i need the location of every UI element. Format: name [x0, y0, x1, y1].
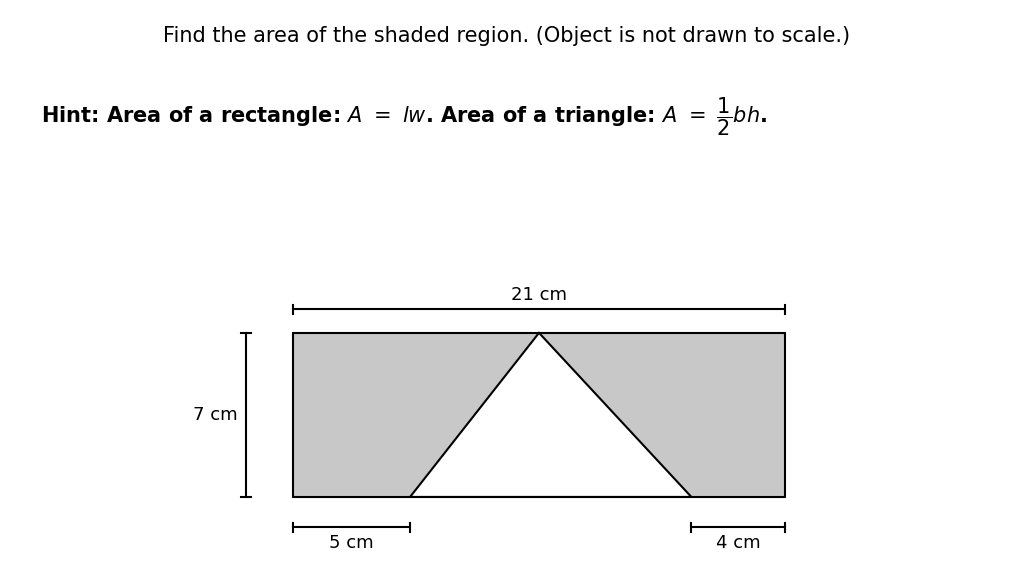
Text: Hint: Area of a rectangle: $\mathit{A}$ $=$ $\mathit{lw}$. Area of a triangle: $: Hint: Area of a rectangle: $\mathit{A}$ …: [41, 96, 767, 138]
Text: 7 cm: 7 cm: [194, 406, 238, 424]
Text: 5 cm: 5 cm: [330, 534, 374, 553]
Text: 21 cm: 21 cm: [511, 285, 567, 304]
Polygon shape: [410, 333, 692, 497]
Text: Find the area of the shaded region. (Object is not drawn to scale.): Find the area of the shaded region. (Obj…: [163, 26, 851, 46]
Text: 4 cm: 4 cm: [716, 534, 760, 553]
Bar: [293, 333, 785, 497]
